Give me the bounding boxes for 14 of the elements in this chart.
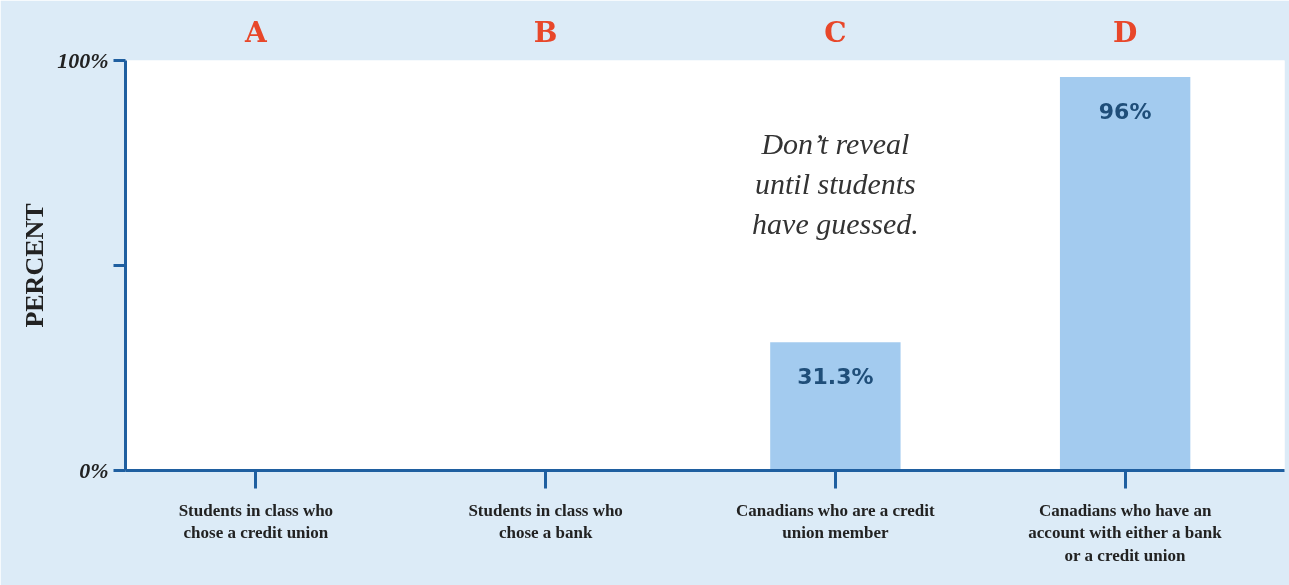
y-tick-label: 100%	[57, 48, 109, 73]
data-label: 96%	[1098, 98, 1152, 124]
x-tick-label: Students in class who chose a credit union	[178, 500, 334, 543]
text: A	[244, 15, 269, 49]
x-tick-label: Students in class who chose a bank	[468, 500, 623, 543]
y-axis-title: PERCENT	[20, 203, 50, 328]
data-label: 31.3%	[797, 364, 874, 390]
y-tick-label: 0%	[79, 458, 109, 483]
text: D	[1113, 15, 1138, 49]
x-tick-label: Canadians who are a credit union member	[736, 500, 936, 543]
annotation: Don’t reveal until students have guessed.	[752, 127, 919, 240]
text: B	[533, 15, 558, 49]
text: C	[824, 15, 847, 49]
x-tick-label: Canadians who have an account with either a bank or a credit union	[1028, 500, 1223, 566]
